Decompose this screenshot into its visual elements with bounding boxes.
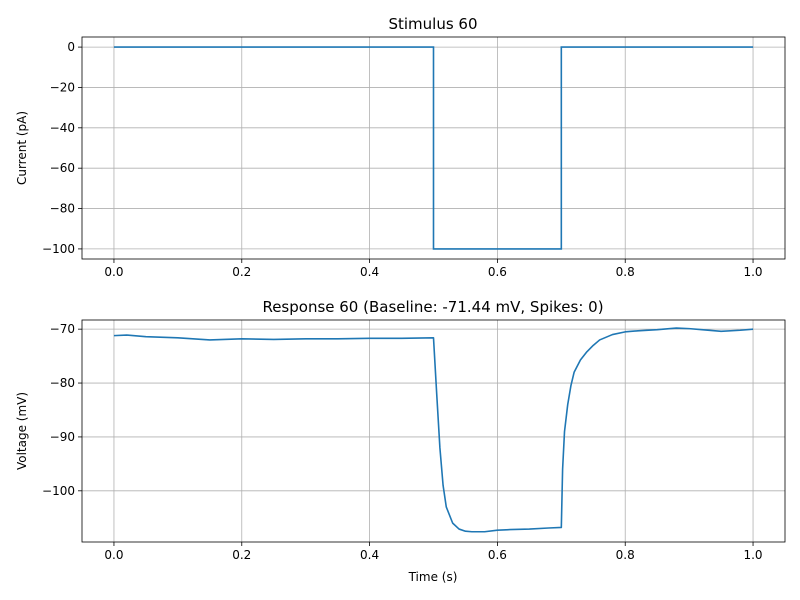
x-tick-label: 0.6 [488,265,507,279]
y-tick-label: −70 [50,322,75,336]
x-tick-label: 0.2 [232,548,251,562]
x-tick-label: 0.8 [616,265,635,279]
stimulus-x-ticks: 0.0 0.2 0.4 0.6 0.8 1.0 [104,259,763,279]
stimulus-axes-frame [81,36,786,260]
stimulus-y-ticks: 0 −20 −40 −60 −80 −100 [42,40,82,256]
y-tick-label: −80 [50,376,75,390]
x-tick-label: 0.6 [488,548,507,562]
y-tick-label: −20 [50,80,75,94]
x-tick-label: 1.0 [743,265,762,279]
x-tick-label: 0.0 [104,265,123,279]
response-y-ticks: −70 −80 −90 −100 [42,322,82,498]
response-title: Response 60 (Baseline: -71.44 mV, Spikes… [262,298,603,316]
y-tick-label: 0 [67,40,75,54]
x-tick-label: 0.0 [104,548,123,562]
response-x-label: Time (s) [408,570,458,584]
stimulus-y-label: Current (pA) [15,111,29,185]
y-tick-label: −80 [50,202,75,216]
stimulus-line [113,46,754,250]
x-tick-label: 1.0 [743,548,762,562]
x-tick-label: 0.2 [232,265,251,279]
stimulus-title: Stimulus 60 [388,15,477,33]
y-tick-label: −100 [42,242,75,256]
response-line [113,327,754,533]
y-tick-label: −60 [50,161,75,175]
response-plot: Response 60 (Baseline: -71.44 mV, Spikes… [15,298,786,584]
response-x-ticks: 0.0 0.2 0.4 0.6 0.8 1.0 [104,542,763,562]
y-tick-label: −100 [42,484,75,498]
y-tick-label: −40 [50,121,75,135]
y-tick-label: −90 [50,430,75,444]
response-y-label: Voltage (mV) [15,392,29,470]
stimulus-plot: Stimulus 60 0.0 0.2 0.4 0.6 0.8 1.0 0 −20 −40 −6… [15,15,786,279]
x-tick-label: 0.4 [360,265,379,279]
x-tick-label: 0.8 [616,548,635,562]
x-tick-label: 0.4 [360,548,379,562]
response-axes-frame [81,319,786,543]
